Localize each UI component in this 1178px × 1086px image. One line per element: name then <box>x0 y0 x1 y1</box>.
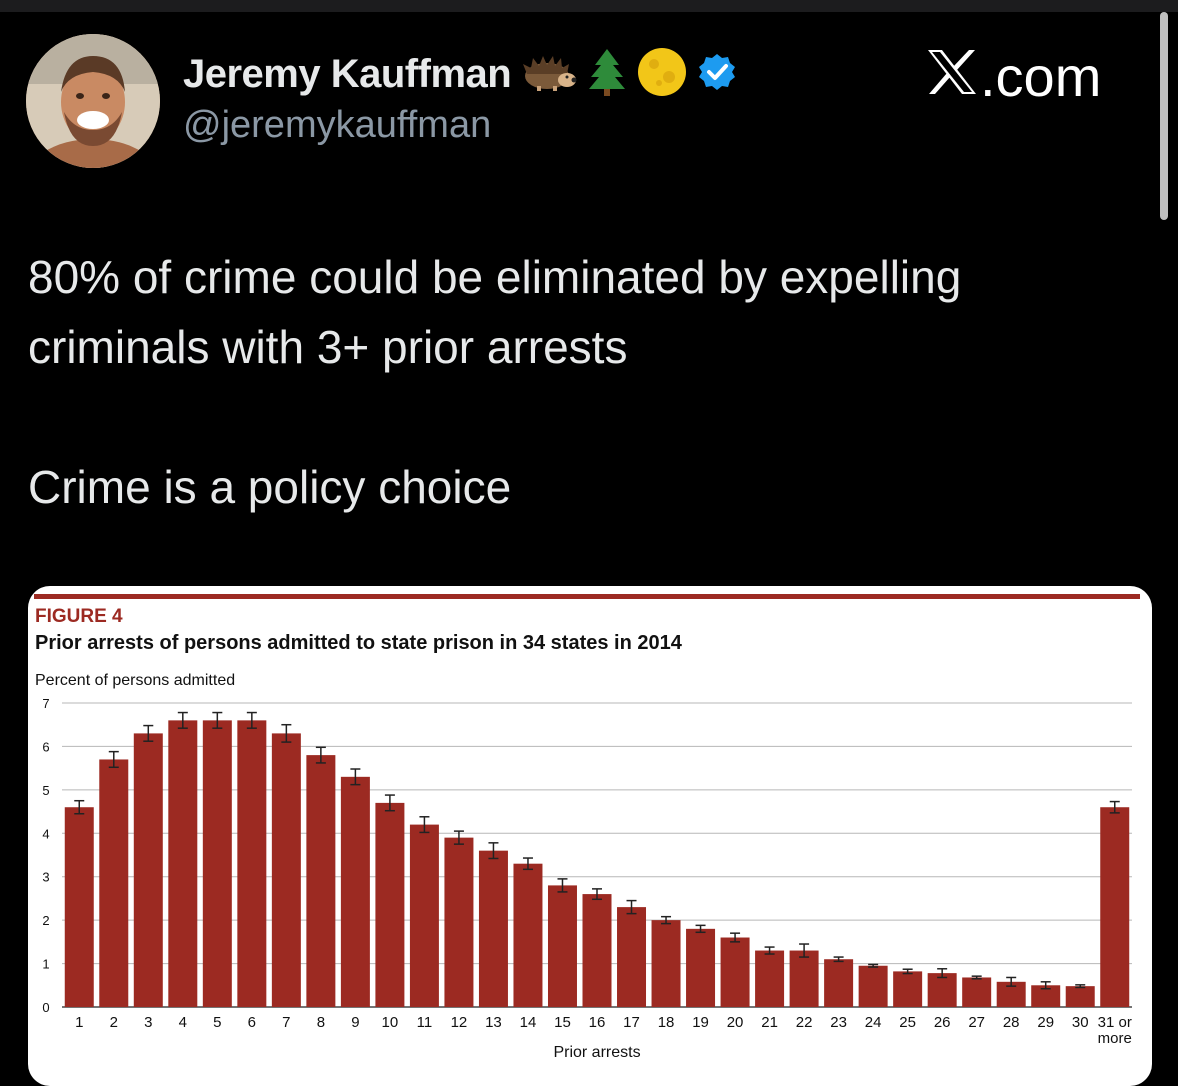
chart-x-tick-label: 3 <box>144 1014 152 1031</box>
chart-x-tick-label: 31 or more <box>1098 1014 1132 1047</box>
chart-bar <box>651 920 681 1007</box>
chart-x-tick-label: 10 <box>382 1014 399 1031</box>
chart-bar <box>755 950 785 1007</box>
chart-x-tick-label: 27 <box>968 1014 985 1031</box>
chart-bar <box>686 928 716 1007</box>
chart-y-axis-label: Percent of persons admitted <box>35 672 236 689</box>
chart-bar <box>168 720 198 1007</box>
tweet-text: 80% of crime could be eliminated by expe… <box>28 242 1128 522</box>
chart-x-tick-label: 19 <box>692 1014 709 1031</box>
chart-bar <box>99 759 129 1007</box>
chart-bar <box>893 971 923 1007</box>
chart-bar <box>927 973 957 1007</box>
chart-bar <box>202 720 232 1007</box>
chart-x-tick-label: 22 <box>796 1014 813 1031</box>
chart-x-tick-label: 25 <box>899 1014 916 1031</box>
chart-y-tick-label: 5 <box>42 783 49 798</box>
chart-bar <box>582 894 612 1007</box>
chart-x-tick-label: 18 <box>658 1014 675 1031</box>
chart-x-tick-label: 21 <box>761 1014 778 1031</box>
chart-y-tick-label: 4 <box>42 826 49 841</box>
chart-x-tick-label: 4 <box>179 1014 187 1031</box>
avatar[interactable] <box>26 34 160 168</box>
chart-bar <box>858 965 888 1007</box>
window-top-bar <box>0 0 1178 12</box>
tweet-text-line: Crime is a policy choice <box>28 461 512 513</box>
chart-bar <box>306 755 336 1007</box>
avatar-portrait-image <box>26 34 160 168</box>
chart-x-tick-label: 8 <box>317 1014 325 1031</box>
chart-x-tick-label: 1 <box>75 1014 83 1031</box>
chart-bar <box>1031 985 1061 1007</box>
x-com-logo: .com <box>926 44 1101 109</box>
chart-bar <box>375 802 405 1007</box>
chart-x-tick-label: 30 <box>1072 1014 1089 1031</box>
chart-bar <box>478 850 508 1007</box>
chart-x-axis-label: Prior arrests <box>553 1044 640 1061</box>
chart-bar <box>720 937 750 1007</box>
chart-x-tick-label: 29 <box>1037 1014 1054 1031</box>
chart-y-tick-label: 3 <box>42 870 49 885</box>
chart-bar <box>824 959 854 1007</box>
chart-bar <box>962 977 992 1007</box>
chart-bar <box>547 885 577 1007</box>
chart-bar <box>133 733 163 1007</box>
chart-x-tick-label: 5 <box>213 1014 221 1031</box>
chart-x-tick-label: 2 <box>110 1014 118 1031</box>
hedgehog-icon <box>521 52 577 97</box>
chart-x-tick-label: 14 <box>520 1014 537 1031</box>
x-com-domain-text: .com <box>980 45 1102 108</box>
chart-bar <box>1065 986 1095 1007</box>
chart-bar <box>513 863 543 1007</box>
chart-y-tick-label: 7 <box>42 696 49 711</box>
chart-y-tick-label: 0 <box>42 1000 49 1015</box>
evergreen-tree-icon <box>587 47 627 102</box>
chart-x-tick-label: 15 <box>554 1014 571 1031</box>
chart-bar <box>1100 807 1130 1007</box>
chart-x-tick-label: 28 <box>1003 1014 1020 1031</box>
chart-y-tick-label: 6 <box>42 739 49 754</box>
chart-x-tick-label: 24 <box>865 1014 882 1031</box>
author-handle[interactable]: @jeremykauffman <box>183 104 492 146</box>
chart-bar <box>237 720 267 1007</box>
verified-badge-icon[interactable] <box>697 52 737 97</box>
figure-label: FIGURE 4 <box>35 606 123 627</box>
chart-x-tick-label: 7 <box>282 1014 290 1031</box>
chart-x-tick-label: 9 <box>351 1014 359 1031</box>
x-logo-icon <box>926 44 978 109</box>
author-name-row: Jeremy Kauffman <box>183 46 737 102</box>
chart-x-tick-label: 6 <box>248 1014 256 1031</box>
scrollbar-thumb[interactable] <box>1160 12 1168 220</box>
author-display-name[interactable]: Jeremy Kauffman <box>183 51 512 96</box>
chart-x-tick-label: 13 <box>485 1014 502 1031</box>
tweet-text-line: 80% of crime could be eliminated by expe… <box>28 251 962 303</box>
chart-bar <box>340 776 370 1007</box>
chart-y-tick-label: 2 <box>42 913 49 928</box>
chart-y-tick-label: 1 <box>42 957 49 972</box>
figure-title: Prior arrests of persons admitted to sta… <box>35 632 682 654</box>
chart-x-tick-label: 26 <box>934 1014 951 1031</box>
chart-x-tick-label: 17 <box>623 1014 640 1031</box>
chart-bar <box>409 824 439 1007</box>
chart-x-tick-label: 11 <box>417 1014 433 1031</box>
chart-bar <box>64 807 94 1007</box>
chart-bar <box>789 950 819 1007</box>
full-moon-icon <box>637 47 687 102</box>
chart-x-tick-label: 16 <box>589 1014 606 1031</box>
tweet-text-line: criminals with 3+ prior arrests <box>28 321 628 373</box>
chart-bar <box>617 907 647 1007</box>
chart-bar <box>271 733 301 1007</box>
chart-bar <box>444 837 474 1007</box>
chart-x-tick-label: 12 <box>451 1014 468 1031</box>
tweet-media-image[interactable]: FIGURE 4 Prior arrests of persons admitt… <box>28 586 1152 1086</box>
chart-x-tick-label: 20 <box>727 1014 744 1031</box>
chart-x-tick-label: 23 <box>830 1014 847 1031</box>
figure-top-rule <box>34 594 1140 599</box>
